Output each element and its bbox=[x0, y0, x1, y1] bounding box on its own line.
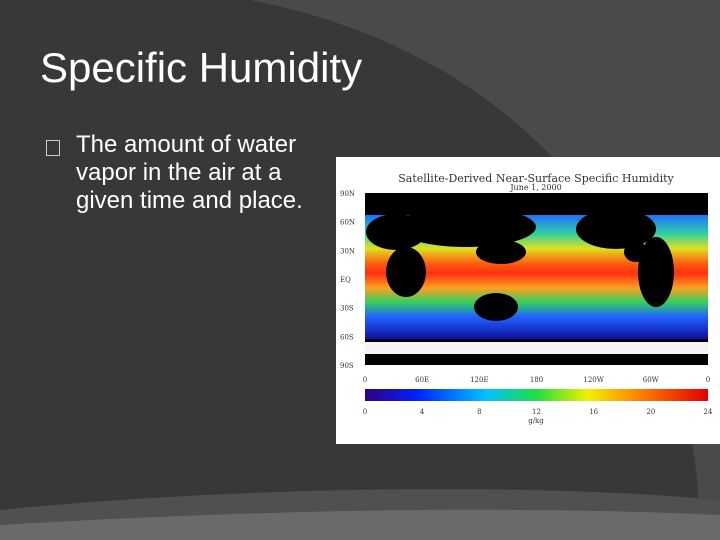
latitude-label: 30N bbox=[340, 247, 355, 255]
latitude-label: 60S bbox=[340, 333, 354, 341]
colorbar-tick-label: 8 bbox=[477, 408, 481, 416]
colorbar-tick-label: 4 bbox=[420, 408, 425, 416]
colorbar-tick-label: 20 bbox=[646, 408, 655, 416]
longitude-label: 180 bbox=[530, 376, 543, 384]
humidity-map-figure: Satellite-Derived Near-Surface Specific … bbox=[336, 157, 720, 444]
colorbar-tick-label: 0 bbox=[363, 408, 367, 416]
latitude-label: 30S bbox=[340, 305, 354, 313]
bullet-text: The amount of water vapor in the air at … bbox=[76, 131, 303, 214]
colorbar-unit: g/kg bbox=[528, 417, 544, 425]
colorbar-tick-label: 12 bbox=[532, 408, 541, 416]
figure-date: June 1, 2000 bbox=[509, 183, 561, 192]
longitude-label: 0 bbox=[706, 376, 710, 384]
longitude-label: 0 bbox=[363, 376, 367, 384]
colorbar-tick-label: 24 bbox=[704, 408, 713, 416]
bullet-marker bbox=[46, 140, 60, 156]
longitude-label: 120E bbox=[470, 376, 488, 384]
longitude-label: 60W bbox=[643, 376, 660, 384]
latitude-label: 90S bbox=[340, 362, 354, 370]
latitude-label: 60N bbox=[340, 219, 355, 227]
longitude-label: 60E bbox=[415, 376, 429, 384]
latitude-label: 90N bbox=[340, 190, 355, 198]
latitude-label: EQ bbox=[340, 276, 351, 284]
figure-title: Satellite-Derived Near-Surface Specific … bbox=[398, 172, 674, 185]
colorbar-tick-label: 16 bbox=[589, 408, 598, 416]
title: Specific Humidity bbox=[40, 44, 363, 91]
longitude-label: 120W bbox=[583, 376, 604, 384]
